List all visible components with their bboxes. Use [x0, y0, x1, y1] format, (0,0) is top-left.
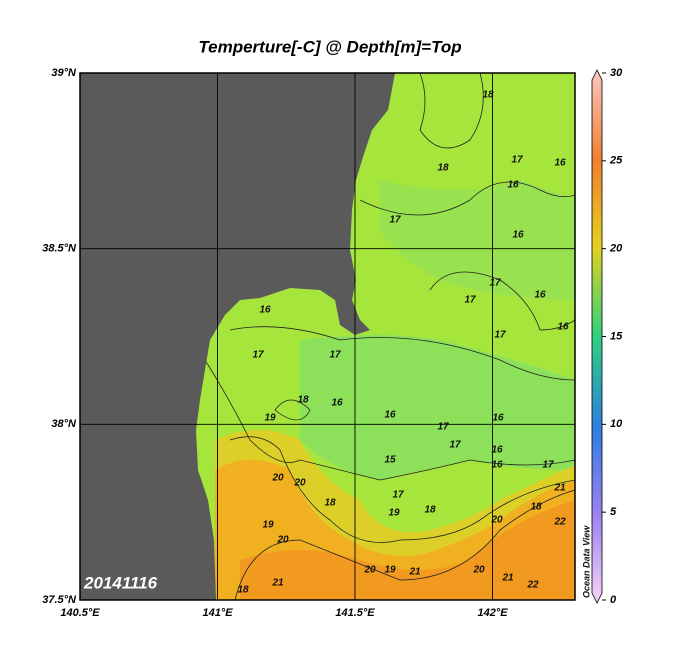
contour-label: 19 — [262, 520, 274, 531]
contour-label: 16 — [507, 180, 519, 191]
map-frame — [79, 72, 576, 601]
contour-label: 16 — [492, 413, 504, 424]
colorbar-tick-label: 25 — [609, 155, 623, 167]
contour-label: 19 — [384, 565, 396, 576]
contour-label: 17 — [329, 350, 341, 361]
contour-label: 22 — [553, 517, 566, 528]
contour-label: 15 — [384, 455, 396, 466]
contour-label: 17 — [464, 295, 476, 306]
contour-label: 20 — [293, 478, 306, 489]
colorbar-tick-label: 15 — [610, 330, 623, 342]
contour-label: 16 — [491, 460, 503, 471]
watermark: Ocean Data View — [581, 525, 591, 598]
contour-label: 16 — [554, 158, 566, 169]
lon-tick-label: 141.5°E — [335, 607, 375, 619]
contour-label: 17 — [449, 440, 461, 451]
colorbar-tick-label: 20 — [609, 243, 623, 255]
contour-label: 16 — [384, 410, 396, 421]
contour-label: 21 — [553, 483, 566, 494]
contour-label: 18 — [237, 585, 249, 596]
contour-label: 20 — [276, 535, 289, 546]
colorbar-tick-label: 30 — [610, 67, 623, 79]
contour-label: 17 — [542, 460, 554, 471]
land — [80, 73, 395, 600]
colorbar — [591, 69, 603, 604]
contour-label: 16 — [534, 290, 546, 301]
map-title: Temperture[-C] @ Depth[m]=Top — [198, 37, 461, 56]
lon-tick-label: 142°E — [477, 607, 508, 619]
contour — [229, 326, 575, 381]
lat-tick-label: 38°N — [51, 418, 77, 430]
lat-tick-label: 39°N — [51, 67, 77, 79]
contour-label: 17 — [494, 330, 506, 341]
contour-label: 21 — [271, 578, 284, 589]
contour — [229, 436, 575, 543]
cool-water — [300, 335, 575, 480]
date-label: 20141116 — [83, 573, 158, 592]
contour — [429, 271, 575, 331]
contour-label: 16 — [331, 398, 343, 409]
contour-label: 16 — [512, 230, 524, 241]
contour-label: 20 — [363, 565, 376, 576]
contour-label: 16 — [259, 305, 271, 316]
contour — [419, 73, 484, 149]
contour-label: 17 — [392, 490, 404, 501]
contour-label: 18 — [482, 90, 494, 101]
contour-label: 17 — [489, 278, 501, 289]
contour-label: 18 — [324, 498, 336, 509]
contour-label: 21 — [501, 573, 514, 584]
lat-tick-label: 38.5°N — [42, 243, 77, 255]
warm-water — [240, 500, 575, 600]
contour-label: 17 — [389, 215, 401, 226]
contour-label: 19 — [264, 413, 276, 424]
contour-label: 16 — [491, 445, 503, 456]
contour-label: 18 — [437, 163, 449, 174]
colorbar-ticks: 0 5 10 15 20 25 30 — [602, 67, 623, 606]
lon-tick-label: 140.5°E — [60, 607, 100, 619]
contour-label: 20 — [271, 473, 284, 484]
contour-label: 22 — [526, 580, 539, 591]
contour-label: 20 — [490, 515, 503, 526]
contour-label: 21 — [408, 567, 421, 578]
contour — [234, 489, 575, 600]
contour-label: 19 — [388, 508, 400, 519]
contour — [274, 399, 311, 421]
contour-label: 17 — [252, 350, 264, 361]
contour-label: 18 — [530, 502, 542, 513]
colorbar-tick-label: 10 — [610, 418, 623, 430]
colorbar-tick-label: 0 — [610, 594, 617, 606]
colorbar-tick-label: 5 — [610, 506, 617, 518]
cool-water — [380, 180, 575, 300]
lat-tick-label: 37.5°N — [42, 594, 77, 606]
contour-label: 16 — [557, 322, 569, 333]
lon-tick-label: 141°E — [202, 607, 233, 619]
contour-label: 17 — [511, 155, 523, 166]
contour-label: 20 — [472, 565, 485, 576]
contour-label: 18 — [297, 395, 309, 406]
contour-label: 17 — [437, 422, 449, 433]
contour-label: 18 — [424, 505, 436, 516]
contour — [204, 359, 575, 481]
